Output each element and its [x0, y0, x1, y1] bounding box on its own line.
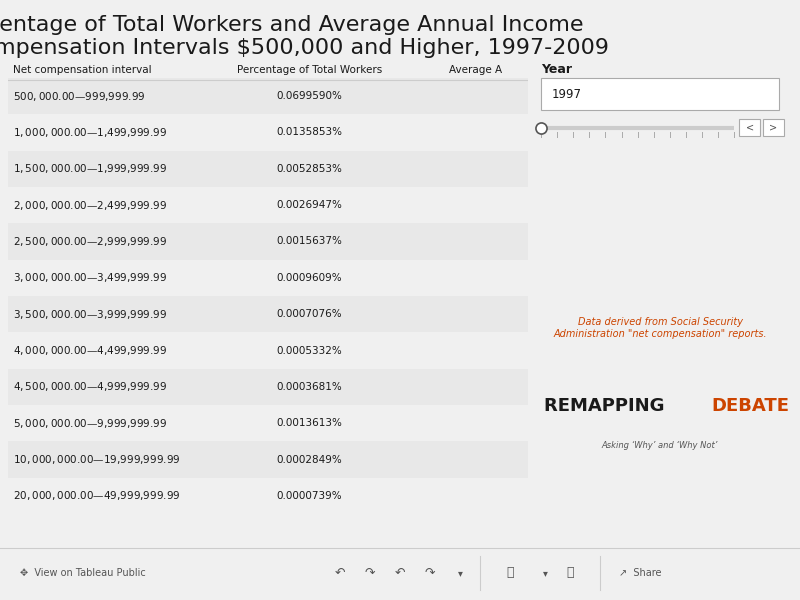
Text: ▾: ▾: [458, 568, 462, 578]
Text: >: >: [770, 122, 778, 133]
Text: Percentage of Total Workers: Percentage of Total Workers: [237, 65, 382, 76]
Text: Percentage of Total Workers and Average Annual Income
for Compensation Intervals: Percentage of Total Workers and Average …: [0, 15, 609, 58]
Text: $1,000,000.00 — $1,499,999.99: $1,000,000.00 — $1,499,999.99: [13, 126, 167, 139]
Text: ⬜: ⬜: [566, 566, 574, 580]
Bar: [8, 223, 528, 260]
Text: DEBATE: DEBATE: [711, 397, 790, 415]
Text: ↷: ↷: [425, 566, 435, 580]
Text: $20,000,000.00 — $49,999,999.99: $20,000,000.00 — $49,999,999.99: [13, 490, 181, 502]
Text: ↷: ↷: [365, 566, 375, 580]
Text: $2,000,000.00 — $2,499,999.99: $2,000,000.00 — $2,499,999.99: [13, 199, 167, 212]
Text: 1997: 1997: [552, 88, 582, 101]
Text: Net compensation interval: Net compensation interval: [13, 65, 152, 76]
Text: ↶: ↶: [334, 566, 346, 580]
Text: 0.0013613%: 0.0013613%: [277, 418, 342, 428]
Text: <: <: [746, 122, 754, 133]
Text: ↗  Share: ↗ Share: [618, 568, 662, 578]
Text: $2,500,000.00 — $2,999,999.99: $2,500,000.00 — $2,999,999.99: [13, 235, 167, 248]
Text: 0.0026947%: 0.0026947%: [277, 200, 342, 210]
Text: 0.0135853%: 0.0135853%: [277, 127, 342, 137]
Text: Data derived from Social Security
Administration "net compensation" reports.: Data derived from Social Security Admini…: [553, 317, 767, 338]
Text: Year: Year: [542, 63, 572, 76]
Text: REMAPPING: REMAPPING: [544, 397, 670, 415]
Text: 0.0007076%: 0.0007076%: [277, 309, 342, 319]
Bar: [8, 151, 528, 187]
Text: ⬜: ⬜: [506, 566, 514, 580]
Text: ✥  View on Tableau Public: ✥ View on Tableau Public: [20, 568, 146, 578]
Text: 0.0002849%: 0.0002849%: [277, 455, 342, 464]
Bar: [542, 78, 779, 110]
Text: ↶: ↶: [394, 566, 406, 580]
Text: 0.0000739%: 0.0000739%: [277, 491, 342, 501]
Text: $1,500,000.00 — $1,999,999.99: $1,500,000.00 — $1,999,999.99: [13, 162, 167, 175]
Text: 0.0005332%: 0.0005332%: [277, 346, 342, 356]
Text: Asking ‘Why’ and ‘Why Not’: Asking ‘Why’ and ‘Why Not’: [602, 442, 718, 451]
Text: 0.0699590%: 0.0699590%: [277, 91, 342, 101]
Text: $500,000.00 — $999,999.99: $500,000.00 — $999,999.99: [13, 89, 146, 103]
Text: Average A: Average A: [450, 65, 502, 76]
Text: 0.0052853%: 0.0052853%: [277, 164, 342, 174]
Bar: [763, 119, 784, 136]
Text: $5,000,000.00 — $9,999,999.99: $5,000,000.00 — $9,999,999.99: [13, 417, 167, 430]
Text: $3,000,000.00 — $3,499,999.99: $3,000,000.00 — $3,499,999.99: [13, 271, 167, 284]
Text: 0.0009609%: 0.0009609%: [277, 273, 342, 283]
Bar: [8, 296, 528, 332]
Text: $3,500,000.00 — $3,999,999.99: $3,500,000.00 — $3,999,999.99: [13, 308, 167, 320]
Bar: [8, 442, 528, 478]
Bar: [8, 369, 528, 405]
Text: $10,000,000.00 — $19,999,999.99: $10,000,000.00 — $19,999,999.99: [13, 453, 181, 466]
Bar: [8, 78, 528, 114]
Text: $4,000,000.00 — $4,499,999.99: $4,000,000.00 — $4,499,999.99: [13, 344, 167, 357]
Text: 0.0003681%: 0.0003681%: [277, 382, 342, 392]
Text: 0.0015637%: 0.0015637%: [277, 236, 342, 247]
Text: $4,500,000.00 — $4,999,999.99: $4,500,000.00 — $4,999,999.99: [13, 380, 167, 394]
Text: ▾: ▾: [542, 568, 547, 578]
Bar: [739, 119, 760, 136]
